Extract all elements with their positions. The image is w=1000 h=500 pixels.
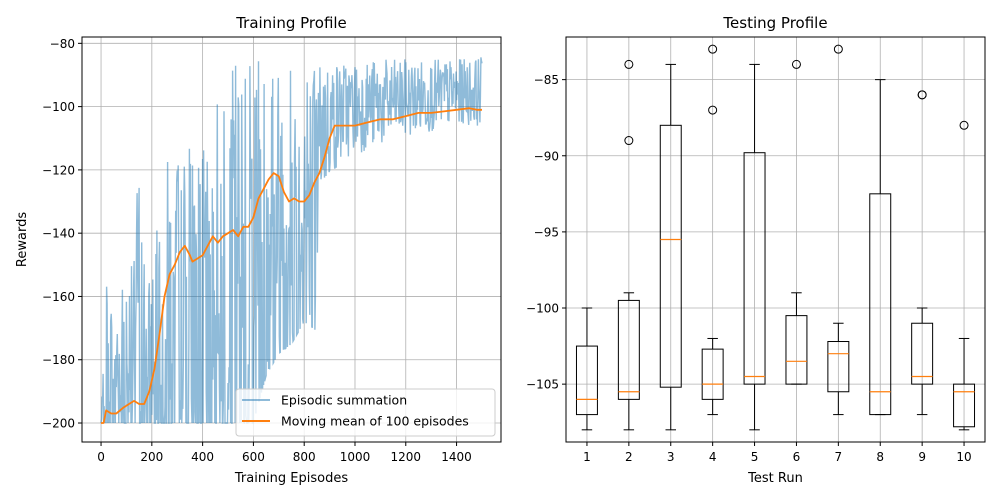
training-profile-chart: 0 200 400 600 800 1000 1200 1400 −200 −180 −160 −14…: [15, 14, 502, 486]
training-ytick-label: −180: [42, 353, 75, 367]
training-ytick-label: −140: [42, 227, 75, 241]
box-run-4: [701, 44, 724, 416]
testing-xtick-label: 4: [709, 450, 717, 464]
box-outlier: [917, 90, 927, 100]
training-xtick-label: 200: [140, 450, 163, 464]
training-xtick-label: 1000: [340, 450, 371, 464]
training-ytick-label: −100: [42, 100, 75, 114]
box-outlier: [833, 44, 843, 54]
box-run-7: [827, 44, 850, 416]
testing-xtick-label: 6: [793, 450, 801, 464]
testing-xtick-label: 1: [583, 450, 591, 464]
training-ytick-label: −200: [42, 417, 75, 431]
testing-xtick-label: 5: [751, 450, 759, 464]
box-body: [911, 322, 934, 385]
testing-grid: [566, 37, 985, 442]
testing-xtick-label: 9: [918, 450, 926, 464]
training-plot-area: [100, 57, 483, 425]
moving-mean-line: [101, 107, 482, 424]
box-body: [701, 348, 724, 400]
box-run-2: [617, 59, 640, 431]
training-xtick-label: 800: [293, 450, 316, 464]
testing-xtick-label: 3: [667, 450, 675, 464]
training-xtick-label: 1200: [390, 450, 421, 464]
box-run-3: [659, 63, 682, 431]
testing-xtick-label: 2: [625, 450, 633, 464]
box-body: [743, 152, 766, 385]
box-outlier: [791, 59, 801, 69]
training-xtick-label: 600: [242, 450, 265, 464]
box-body: [659, 124, 682, 388]
box-body: [785, 315, 808, 385]
box-run-5: [743, 63, 766, 431]
training-xlabel: Training Episodes: [234, 471, 348, 486]
box-outlier: [624, 136, 634, 146]
box-run-10: [953, 120, 976, 431]
testing-ytick-label: −85: [534, 73, 559, 87]
box-body: [953, 383, 976, 428]
box-outlier: [708, 44, 718, 54]
testing-xtick-label: 8: [876, 450, 884, 464]
box-outlier: [708, 105, 718, 115]
testing-ticks: 1 2 3 4 5 6 7 8 9 10 −105 −100 −95 −90 −85: [526, 73, 972, 464]
training-ytick-label: −120: [42, 163, 75, 177]
testing-ytick-label: −105: [526, 378, 559, 392]
testing-axes-frame: [565, 36, 986, 443]
box-outlier: [959, 120, 969, 130]
testing-xtick-label: 10: [956, 450, 971, 464]
legend-frame: [235, 388, 496, 437]
box-body: [575, 345, 598, 416]
training-legend: Episodic summation Moving mean of 100 ep…: [235, 388, 496, 437]
training-xtick-label: 0: [97, 450, 105, 464]
legend-label-moving-mean: Moving mean of 100 episodes: [281, 414, 469, 429]
box-run-8: [869, 79, 892, 416]
legend-label-episodic: Episodic summation: [281, 393, 407, 408]
box-run-1: [575, 307, 598, 431]
training-xtick-label: 1400: [441, 450, 472, 464]
training-xtick-label: 400: [191, 450, 214, 464]
training-ticks: 0 200 400 600 800 1000 1200 1400 −200 −180 −160 −14…: [42, 37, 472, 464]
box-body: [827, 341, 850, 393]
training-axes-frame: [81, 36, 502, 443]
testing-ytick-label: −100: [526, 302, 559, 316]
training-title: Training Profile: [235, 14, 347, 32]
testing-ytick-label: −95: [534, 225, 559, 239]
testing-xlabel: Test Run: [747, 471, 803, 486]
testing-ytick-label: −90: [534, 149, 559, 163]
box-body: [869, 193, 892, 416]
training-ylabel: Rewards: [15, 212, 30, 267]
box-run-9: [911, 90, 934, 416]
box-body: [617, 299, 640, 400]
training-ytick-label: −160: [42, 290, 75, 304]
testing-plot-area: [575, 44, 976, 431]
testing-profile-chart: 1 2 3 4 5 6 7 8 9 10 −105 −100 −95 −90 −85 Testing Pro…: [526, 14, 986, 486]
box-outlier: [624, 59, 634, 69]
episodic-summation-line: [100, 57, 483, 425]
box-run-6: [785, 59, 808, 385]
training-ytick-label: −80: [50, 37, 75, 51]
testing-title: Testing Profile: [722, 14, 827, 32]
testing-xtick-label: 7: [835, 450, 843, 464]
